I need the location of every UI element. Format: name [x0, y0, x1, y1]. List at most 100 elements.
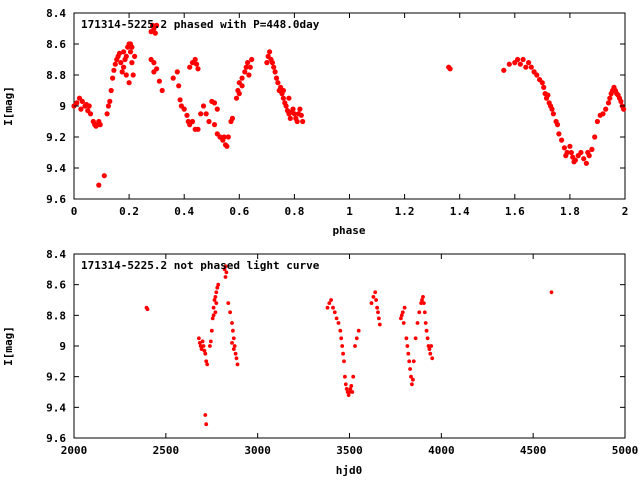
data-point	[145, 307, 150, 312]
data-point	[430, 356, 435, 361]
data-point	[212, 298, 217, 302]
x-tick-label: 1.4	[450, 205, 470, 218]
data-point	[208, 344, 212, 348]
x-tick-label: 3000	[244, 444, 271, 457]
data-point	[419, 301, 423, 305]
data-point	[232, 344, 237, 348]
data-point	[210, 316, 215, 321]
data-point	[154, 66, 160, 72]
data-point	[247, 64, 253, 70]
data-point	[236, 91, 242, 97]
data-point	[243, 64, 249, 70]
data-point	[286, 95, 292, 101]
data-point	[354, 336, 359, 341]
data-point	[223, 275, 228, 279]
x-tick-label: 2000	[61, 444, 88, 457]
data-point	[549, 290, 554, 295]
x-tick-label: 0.8	[284, 205, 304, 218]
data-point	[130, 72, 136, 78]
y-tick-label: 9.2	[46, 131, 66, 144]
data-point	[429, 344, 434, 348]
y-axis-ticks: 8.4 8.6 8.8 9 9.2 9.4 9.6	[46, 248, 625, 445]
y-tick-label: 9	[59, 340, 66, 353]
data-point	[87, 111, 94, 117]
data-point	[422, 301, 426, 305]
data-point	[170, 75, 176, 81]
data-point	[561, 145, 568, 151]
data-point	[86, 103, 92, 109]
data-point	[343, 374, 347, 379]
plot-frame	[73, 253, 626, 439]
data-point	[411, 359, 416, 364]
data-point	[118, 60, 124, 66]
data-point	[230, 341, 234, 345]
data-point	[283, 103, 289, 109]
data-point	[351, 374, 356, 379]
data-point	[618, 98, 624, 104]
data-point	[121, 49, 127, 55]
data-point	[225, 134, 231, 140]
data-point	[230, 321, 234, 325]
data-point	[216, 282, 221, 287]
data-point	[272, 69, 278, 75]
data-point	[377, 322, 382, 327]
data-point	[245, 60, 251, 66]
y-tick-label: 9.6	[46, 432, 66, 445]
data-point	[226, 301, 231, 305]
data-point	[192, 56, 198, 63]
data-point	[197, 336, 201, 341]
data-point	[526, 60, 532, 66]
data-points	[71, 22, 627, 188]
data-point	[539, 80, 545, 86]
data-point	[334, 316, 339, 321]
data-point	[567, 143, 573, 149]
chart-title: 171314-5225.2 phased with P=448.0day	[81, 18, 320, 31]
data-point	[373, 290, 378, 295]
data-point	[541, 84, 547, 90]
y-tick-label: 9.4	[46, 401, 66, 414]
data-point	[177, 97, 183, 103]
data-point	[199, 347, 204, 351]
data-point	[195, 66, 201, 72]
data-point	[408, 367, 412, 371]
data-point	[184, 112, 190, 118]
data-point	[423, 321, 428, 325]
data-point	[556, 131, 562, 137]
data-point	[154, 22, 160, 28]
data-point	[224, 143, 230, 149]
data-point	[280, 87, 286, 94]
data-point	[404, 336, 409, 341]
y-tick-label: 8.6	[46, 279, 66, 292]
data-point	[291, 111, 297, 117]
data-point	[198, 344, 203, 348]
y-tick-label: 9.6	[46, 193, 66, 206]
data-point	[205, 362, 210, 367]
data-point	[231, 328, 235, 333]
data-point	[222, 267, 227, 272]
data-point	[235, 362, 240, 367]
data-point	[213, 295, 218, 299]
data-point	[198, 111, 204, 117]
data-point	[520, 56, 526, 63]
data-point	[523, 64, 529, 70]
data-point	[108, 87, 114, 94]
x-tick-label: 0.4	[174, 205, 194, 218]
data-point	[592, 134, 598, 140]
x-tick-label: 2500	[153, 444, 180, 457]
y-tick-label: 8.6	[46, 38, 66, 51]
data-point	[298, 112, 304, 118]
data-point	[224, 270, 229, 275]
data-point	[401, 321, 406, 325]
data-point	[152, 30, 158, 36]
data-point	[294, 118, 300, 125]
data-point	[350, 390, 355, 394]
data-point	[447, 66, 453, 72]
data-point	[344, 387, 349, 391]
data-point	[203, 111, 209, 117]
data-point	[214, 106, 220, 112]
plot-frame	[73, 12, 626, 200]
data-point	[603, 106, 609, 112]
data-point	[111, 67, 117, 73]
data-point	[112, 61, 118, 67]
data-point	[200, 103, 207, 109]
